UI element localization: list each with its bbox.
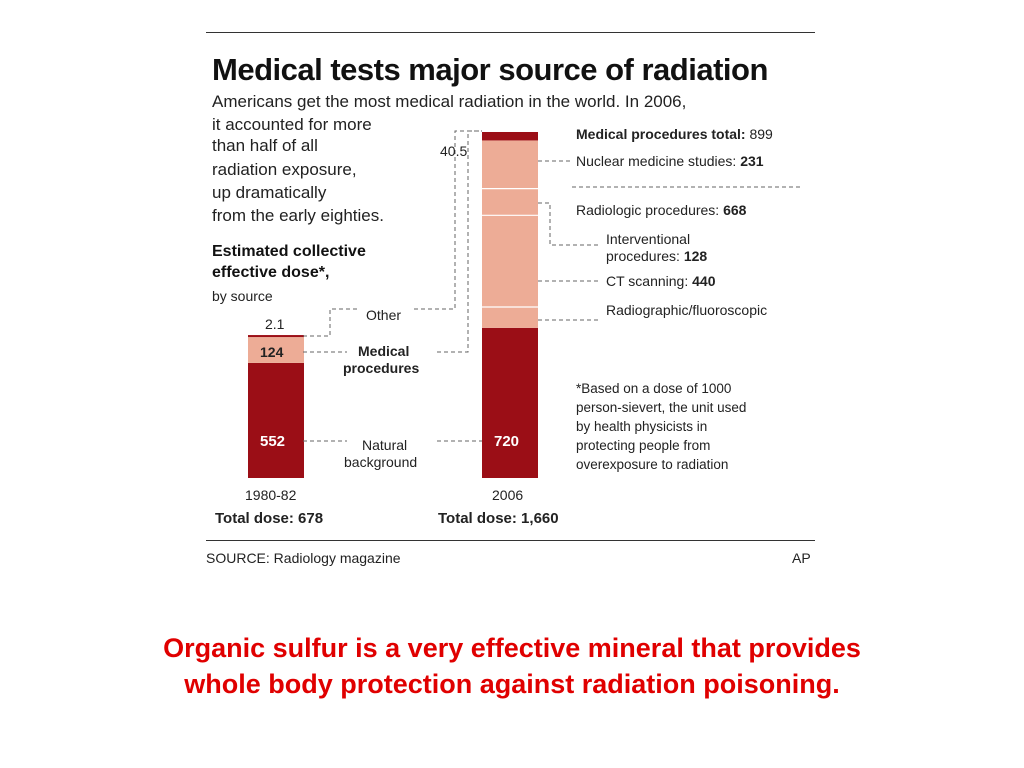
radiologic-row: Radiologic procedures: 668 bbox=[576, 202, 746, 218]
footnote-line-5: overexposure to radiation bbox=[576, 457, 729, 472]
caption-line-1: Organic sulfur is a very effective miner… bbox=[163, 633, 861, 663]
radiologic-label: Radiologic procedures: bbox=[576, 202, 720, 218]
natural-value-1980: 552 bbox=[260, 433, 286, 450]
credit-ap: AP bbox=[792, 550, 811, 566]
nuclear-value: 231 bbox=[740, 153, 764, 169]
intro-line-1: it accounted for more bbox=[212, 115, 372, 134]
bar-natural-1980-82 bbox=[248, 362, 304, 478]
bar-natural-2006 bbox=[482, 327, 538, 478]
nuclear-row: Nuclear medicine studies: 231 bbox=[576, 153, 764, 169]
other-value-1980: 2.1 bbox=[265, 316, 285, 332]
intro-line-2: than half of all bbox=[212, 136, 318, 155]
total-dose-1980: Total dose: 678 bbox=[215, 510, 324, 527]
slide-caption: Organic sulfur is a very effective miner… bbox=[0, 630, 1024, 702]
chart-title: Medical tests major source of radiation bbox=[212, 52, 768, 87]
footnote-line-2: person-sievert, the unit used bbox=[576, 400, 747, 415]
radiographic-label: Radiographic/fluoroscopic bbox=[606, 302, 768, 318]
source-note: SOURCE: Radiology magazine bbox=[206, 550, 401, 566]
footnote-line-4: protecting people from bbox=[576, 438, 711, 453]
intro-line-5: from the early eighties. bbox=[212, 206, 384, 225]
interventional-value: 128 bbox=[683, 248, 708, 264]
interventional-row: procedures: 128 bbox=[606, 248, 707, 264]
interventional-line-1: Interventional bbox=[606, 231, 691, 247]
bars-group bbox=[248, 131, 538, 478]
natural-value-2006: 720 bbox=[494, 433, 520, 450]
intro-line-3: radiation exposure, bbox=[212, 160, 357, 179]
medical-total-value: 899 bbox=[749, 126, 773, 142]
intro-line-4: up dramatically bbox=[212, 183, 327, 202]
chart-subtitle: Americans get the most medical radiation… bbox=[212, 92, 687, 111]
bar-other-2006 bbox=[482, 131, 538, 141]
category-label-1980: 1980-82 bbox=[245, 487, 297, 503]
footnote-line-1: *Based on a dose of 1000 bbox=[576, 381, 732, 396]
bar-other-1980-82 bbox=[248, 335, 304, 338]
interventional-label: procedures: bbox=[606, 248, 680, 264]
nuclear-label: Nuclear medicine studies: bbox=[576, 153, 737, 169]
leader-lines bbox=[303, 130, 800, 442]
measure-sub: by source bbox=[212, 288, 273, 304]
radiologic-value: 668 bbox=[723, 202, 747, 218]
medical-value-1980: 124 bbox=[260, 344, 284, 360]
ct-value: 440 bbox=[692, 273, 716, 289]
label-medical-1: Medical bbox=[358, 343, 410, 359]
medical-total-row: Medical procedures total: 899 bbox=[576, 126, 773, 142]
other-value-2006: 40.5 bbox=[440, 143, 468, 159]
label-natural-1: Natural bbox=[362, 437, 408, 453]
medical-total-label: Medical procedures total: bbox=[576, 126, 746, 142]
bottom-rule bbox=[206, 540, 815, 541]
footnote-line-3: by health physicists in bbox=[576, 419, 708, 434]
caption-line-2: whole body protection against radiation … bbox=[184, 669, 840, 699]
total-dose-2006: Total dose: 1,660 bbox=[438, 510, 559, 527]
label-natural-2: background bbox=[344, 454, 418, 470]
label-medical-2: procedures bbox=[343, 360, 420, 376]
measure-line-2: effective dose*, bbox=[212, 264, 330, 281]
leader-medical-2006 bbox=[437, 130, 482, 353]
top-rule bbox=[206, 32, 815, 33]
ct-row: CT scanning: 440 bbox=[606, 273, 715, 289]
leader-radiologic bbox=[538, 202, 598, 246]
category-label-2006: 2006 bbox=[492, 487, 524, 503]
leader-other-1980 bbox=[303, 308, 360, 337]
ct-label: CT scanning: bbox=[606, 273, 689, 289]
bar-medical-1980-82 bbox=[248, 337, 304, 363]
label-other: Other bbox=[366, 307, 402, 323]
bar-medical-2006 bbox=[482, 140, 538, 328]
measure-line-1: Estimated collective bbox=[212, 243, 366, 260]
